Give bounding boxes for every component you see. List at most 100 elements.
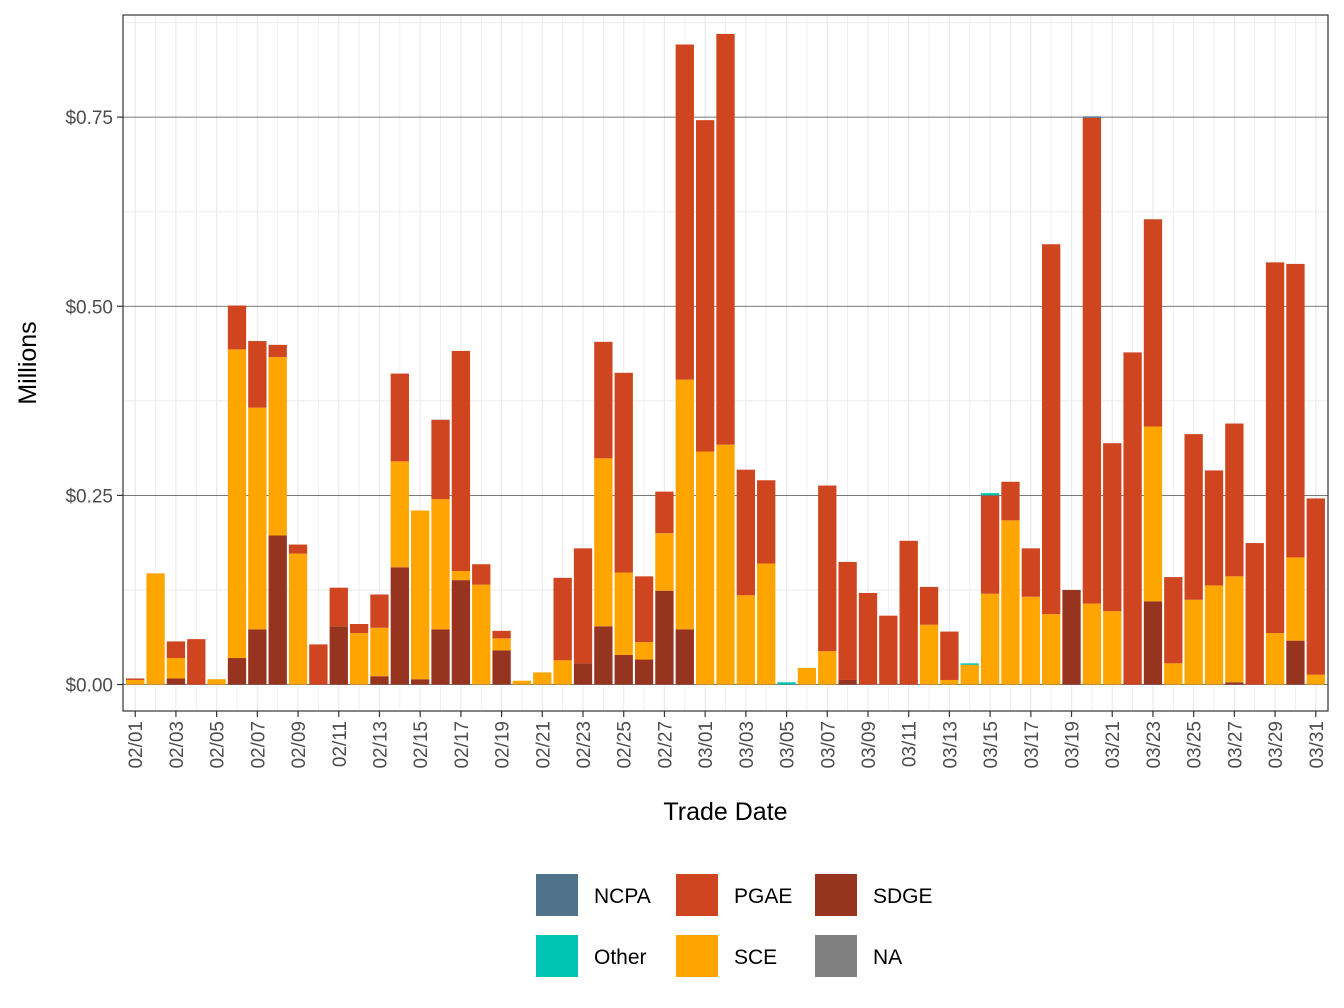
bar-segment-pgae-03-12: [919, 586, 939, 625]
bar-segment-sdge-03-19: [1062, 589, 1081, 685]
bar-segment-pgae-02-14: [390, 373, 409, 462]
bar-segment-sce-02-12: [349, 633, 369, 685]
bar-segment-sce-02-17: [451, 571, 471, 581]
bar-segment-sdge-02-03: [166, 678, 186, 685]
bars-layer: [126, 33, 1325, 685]
x-tick-label: 02/21: [533, 721, 554, 769]
x-tick-label: 03/11: [900, 721, 921, 767]
bar-segment-sdge-02-16: [431, 629, 450, 685]
bar-segment-pgae-03-24: [1164, 577, 1183, 664]
bar-segment-sce-02-01: [126, 679, 145, 685]
bar-segment-sce-03-23: [1143, 426, 1163, 602]
x-tick-label: 03/05: [778, 721, 799, 769]
x-axis-title: Trade Date: [663, 798, 787, 826]
x-tick-label: 02/11: [330, 721, 351, 767]
bar-segment-other-03-05: [777, 682, 796, 685]
x-tick-label: 02/07: [248, 721, 269, 769]
bar-segment-sce-02-22: [553, 660, 572, 685]
bar-segment-pgae-03-22: [1123, 352, 1142, 685]
x-tick-label: 03/29: [1266, 721, 1287, 769]
bar-segment-sce-03-15: [980, 593, 1000, 685]
bar-segment-pgae-02-25: [614, 372, 633, 573]
bar-segment-sce-02-14: [390, 461, 409, 568]
bar-segment-pgae-03-01: [695, 120, 715, 452]
bar-segment-sce-02-13: [370, 627, 389, 677]
x-tick-label: 02/27: [655, 721, 676, 769]
bar-segment-sdge-02-11: [329, 626, 348, 685]
legend-label: SDGE: [873, 885, 933, 908]
bar-segment-sce-03-17: [1021, 596, 1040, 685]
bar-segment-other-03-14: [960, 663, 979, 665]
bar-segment-pgae-02-04: [187, 639, 206, 685]
bar-segment-sce-03-31: [1306, 674, 1325, 685]
legend: NCPA Other PGAE SCE SDGE NA: [536, 874, 933, 977]
bar-segment-pgae-03-07: [818, 485, 837, 652]
bar-segment-pgae-03-18: [1042, 244, 1061, 615]
bar-segment-pgae-02-17: [451, 350, 471, 572]
bar-segment-pgae-02-01: [126, 678, 145, 680]
bar-segment-sce-02-28: [675, 379, 694, 630]
bar-segment-sce-03-01: [695, 451, 715, 685]
bar-segment-pgae-02-27: [655, 491, 674, 534]
x-tick-label: 03/03: [737, 721, 758, 769]
bar-segment-sce-03-07: [818, 651, 837, 685]
bar-segment-pgae-03-04: [757, 480, 776, 564]
legend-label: NCPA: [594, 885, 651, 908]
bar-segment-pgae-03-17: [1021, 548, 1040, 597]
bar-segment-sce-02-05: [207, 679, 226, 685]
bar-segment-sce-03-04: [757, 563, 776, 685]
x-tick-label: 02/03: [167, 721, 188, 769]
y-tick-label: $0.75: [65, 108, 113, 129]
bar-segment-sdge-02-07: [248, 629, 267, 685]
x-tick-label: 02/23: [574, 721, 595, 769]
bar-segment-sdge-02-26: [634, 659, 654, 685]
bar-segment-pgae-03-15: [980, 495, 1000, 594]
bar-segment-sce-03-26: [1204, 585, 1224, 685]
legend-key-sce: [676, 935, 718, 977]
bar-segment-pgae-02-22: [553, 577, 572, 661]
bar-segment-sdge-02-06: [227, 658, 247, 685]
bar-segment-sce-02-08: [268, 356, 287, 536]
x-tick-label: 03/21: [1103, 721, 1124, 769]
bar-segment-pgae-03-23: [1143, 219, 1163, 427]
bar-segment-sce-03-16: [1001, 520, 1020, 685]
x-tick-label: 02/25: [615, 721, 636, 769]
bar-segment-sce-03-06: [797, 667, 817, 685]
legend-key-pgae: [676, 874, 718, 916]
bar-segment-pgae-02-19: [492, 630, 511, 639]
bar-segment-pgae-02-18: [472, 564, 491, 585]
bar-segment-sce-02-24: [594, 458, 613, 627]
bar-segment-pgae-03-02: [716, 33, 735, 445]
bar-segment-sce-03-02: [716, 444, 735, 685]
bar-segment-pgae-02-24: [594, 341, 613, 459]
bar-segment-pgae-02-03: [166, 641, 186, 659]
bar-segment-sce-02-06: [227, 349, 247, 659]
bar-segment-sdge-02-28: [675, 629, 694, 685]
x-tick-label: 03/31: [1307, 721, 1328, 769]
legend-item-other: Other: [536, 935, 647, 977]
bar-segment-sce-03-29: [1265, 633, 1285, 685]
bar-segment-pgae-02-12: [349, 624, 369, 634]
bar-segment-sdge-03-30: [1286, 640, 1305, 685]
bar-segment-sce-03-25: [1184, 599, 1203, 685]
legend-item-ncpa: NCPA: [536, 874, 651, 916]
bar-segment-pgae-03-10: [879, 615, 898, 685]
bar-segment-pgae-02-13: [370, 594, 389, 628]
bar-segment-pgae-02-09: [288, 544, 308, 554]
x-tick-label: 03/01: [696, 721, 717, 769]
bar-segment-sce-02-02: [146, 573, 165, 685]
legend-key-other: [536, 935, 578, 977]
bar-segment-sce-03-21: [1103, 611, 1122, 685]
x-tick-label: 02/19: [493, 721, 514, 769]
bar-segment-sdge-03-08: [838, 679, 857, 685]
bar-segment-pgae-03-16: [1001, 481, 1020, 521]
bar-segment-sdge-02-19: [492, 650, 511, 685]
bar-segment-sce-03-13: [940, 679, 959, 685]
bar-segment-sce-03-12: [919, 624, 939, 685]
legend-key-ncpa: [536, 874, 578, 916]
bar-segment-sdge-02-14: [390, 567, 409, 685]
bar-segment-pgae-03-08: [838, 561, 857, 680]
x-tick-label: 03/25: [1185, 721, 1206, 769]
x-tick-label: 03/09: [859, 721, 880, 769]
bar-segment-pgae-03-09: [858, 592, 878, 685]
